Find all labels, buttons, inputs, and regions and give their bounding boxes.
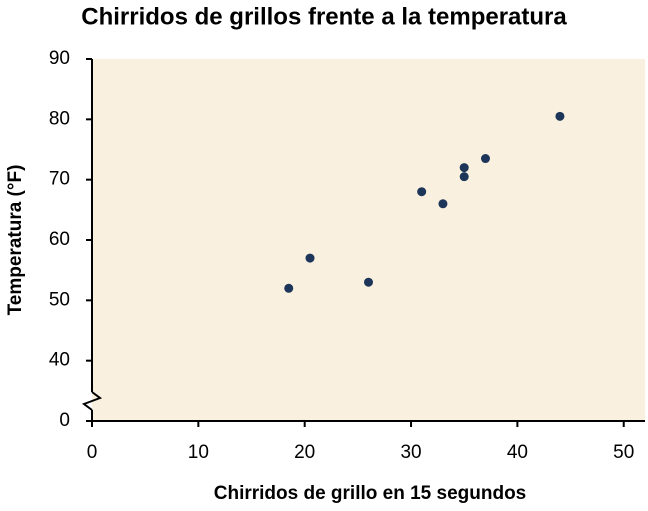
data-point xyxy=(459,163,469,173)
y-tick-label: 80 xyxy=(49,108,70,129)
data-point xyxy=(417,187,427,197)
axis-break xyxy=(81,391,103,411)
y-tick-label: 70 xyxy=(49,169,70,190)
data-point xyxy=(305,253,315,263)
y-tick-label: 0 xyxy=(59,410,70,431)
x-tick-label: 10 xyxy=(188,442,209,463)
x-tick-label: 40 xyxy=(507,442,528,463)
x-tick-label: 50 xyxy=(613,442,634,463)
data-point xyxy=(459,172,469,182)
x-tick-label: 30 xyxy=(400,442,421,463)
data-point xyxy=(555,111,565,121)
y-tick-label: 60 xyxy=(49,229,70,250)
y-tick-label: 90 xyxy=(49,48,70,69)
x-axis-label: Chirridos de grillo en 15 segundos xyxy=(214,483,527,504)
data-point xyxy=(284,283,294,293)
x-tick-label: 20 xyxy=(294,442,315,463)
y-axis-label: Temperatura (°F) xyxy=(5,165,26,316)
y-tick-label: 40 xyxy=(49,350,70,371)
x-tick-label: 0 xyxy=(87,442,98,463)
chart-title: Chirridos de grillos frente a la tempera… xyxy=(81,3,567,30)
data-point xyxy=(480,154,490,164)
data-point xyxy=(438,199,448,209)
axes xyxy=(81,59,645,422)
plot-area xyxy=(92,59,645,421)
data-point xyxy=(364,277,373,287)
y-tick-label: 50 xyxy=(49,289,70,310)
